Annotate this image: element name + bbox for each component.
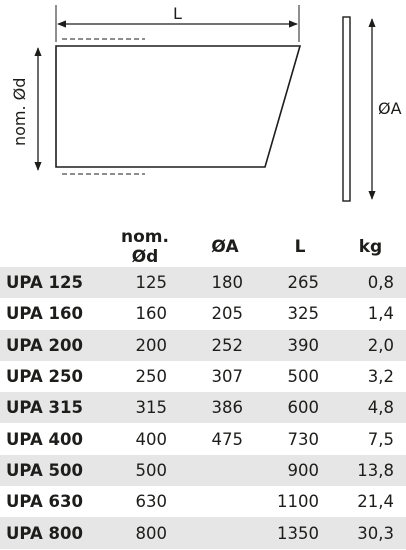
nominal-diameter-cell: 630: [135, 492, 168, 512]
outer-diameter-cell: [185, 517, 265, 549]
outer-diameter-cell: 386: [185, 392, 265, 424]
length-cell: 500: [287, 367, 320, 387]
nominal-diameter-cell: 400: [135, 429, 168, 449]
length-cell: 600: [265, 392, 335, 424]
model-cell: UPA 315: [0, 392, 105, 424]
weight-cell: 1,4: [367, 304, 394, 324]
length-cell: 900: [265, 454, 335, 487]
table-row: UPA 125 125 180 265 0,8: [0, 267, 406, 299]
model-cell: UPA 400: [6, 429, 83, 449]
length-cell: 1350: [265, 517, 335, 549]
length-cell: 730: [287, 429, 320, 449]
length-cell: 325: [287, 304, 320, 324]
nominal-diameter-cell: 200: [105, 329, 185, 361]
nominal-diameter-cell: 500: [105, 454, 185, 487]
length-cell: 390: [265, 329, 335, 361]
nominal-diameter-cell: 800: [105, 517, 185, 549]
table-row: UPA 160 160 205 325 1,4: [0, 298, 406, 329]
model-cell: UPA 500: [0, 454, 105, 487]
table-row: UPA 315 315 386 600 4,8: [0, 392, 406, 424]
length-cell: 265: [265, 267, 335, 299]
model-cell: UPA 125: [0, 267, 105, 299]
outer-diameter-cell: 307: [211, 367, 244, 387]
outer-diameter-cell: [185, 486, 265, 517]
nominal-diameter-cell: 125: [105, 267, 185, 299]
technical-drawing: L nom. Ød ØA: [10, 4, 402, 202]
weight-cell: 4,8: [335, 392, 406, 424]
weight-cell: 2,0: [335, 329, 406, 361]
nominal-diameter-label: nom. Ød: [10, 78, 29, 146]
nominal-diameter-cell: 315: [105, 392, 185, 424]
table-row: UPA 500 500 900 13,8: [0, 454, 406, 487]
model-cell: UPA 200: [0, 329, 105, 361]
model-cell: UPA 250: [6, 367, 83, 387]
table-row: UPA 800 800 1350 30,3: [0, 517, 406, 549]
column-header-outer-diameter: ØA: [211, 237, 239, 257]
adapter-side-view: [55, 45, 302, 168]
table-row: UPA 200 200 252 390 2,0: [0, 329, 406, 361]
weight-cell: 3,2: [367, 367, 394, 387]
adapter-end-plate: [342, 16, 351, 202]
weight-cell: 21,4: [357, 492, 394, 512]
weight-cell: 13,8: [335, 454, 406, 487]
table-row: UPA 630 630 1100 21,4: [0, 486, 406, 517]
length-label: L: [173, 4, 182, 23]
model-cell: UPA 160: [6, 304, 83, 324]
column-header: [0, 227, 105, 267]
outer-diameter-cell: 252: [185, 329, 265, 361]
outer-diameter-cell: 180: [185, 267, 265, 299]
column-header-weight: kg: [358, 237, 383, 257]
table-header-row: nom. Ød ØA L kg: [0, 227, 406, 267]
outer-diameter-cell: 475: [211, 429, 244, 449]
column-header-nominal-diameter: nom. Ød: [121, 227, 169, 267]
table-row: UPA 250 250 307 500 3,2: [0, 361, 406, 392]
outer-diameter-label: ØA: [378, 99, 402, 118]
outer-diameter-dimension: ØA: [368, 18, 402, 200]
weight-cell: 30,3: [335, 517, 406, 549]
length-dimension: L: [55, 4, 300, 42]
nominal-diameter-cell: 160: [135, 304, 168, 324]
table-row: UPA 400 400 475 730 7,5: [0, 423, 406, 454]
length-cell: 1100: [277, 492, 319, 512]
model-cell: UPA 630: [6, 492, 83, 512]
column-header-length: L: [294, 237, 306, 257]
weight-cell: 7,5: [367, 429, 394, 449]
product-table: nom. Ød ØA L kg UPA 125 125 180 265 0,8 …: [0, 227, 406, 549]
outer-diameter-cell: [185, 454, 265, 487]
nominal-diameter-dimension: nom. Ød: [10, 47, 42, 171]
outer-diameter-cell: 205: [211, 304, 244, 324]
model-cell: UPA 800: [0, 517, 105, 549]
nominal-diameter-cell: 250: [135, 367, 168, 387]
weight-cell: 0,8: [335, 267, 406, 299]
